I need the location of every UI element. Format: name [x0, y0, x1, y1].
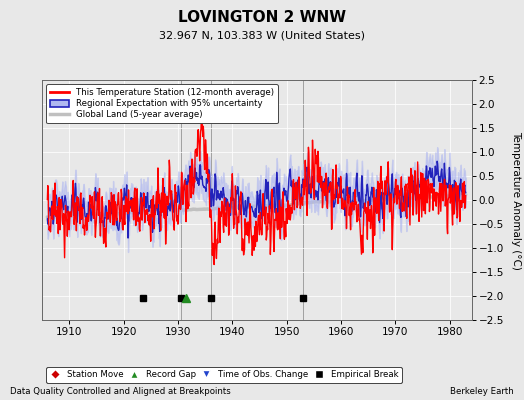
Text: Data Quality Controlled and Aligned at Breakpoints: Data Quality Controlled and Aligned at B…: [10, 387, 231, 396]
Text: 32.967 N, 103.383 W (United States): 32.967 N, 103.383 W (United States): [159, 30, 365, 40]
Text: LOVINGTON 2 WNW: LOVINGTON 2 WNW: [178, 10, 346, 25]
Legend: Station Move, Record Gap, Time of Obs. Change, Empirical Break: Station Move, Record Gap, Time of Obs. C…: [46, 367, 402, 383]
Text: Berkeley Earth: Berkeley Earth: [450, 387, 514, 396]
Y-axis label: Temperature Anomaly (°C): Temperature Anomaly (°C): [510, 130, 520, 270]
